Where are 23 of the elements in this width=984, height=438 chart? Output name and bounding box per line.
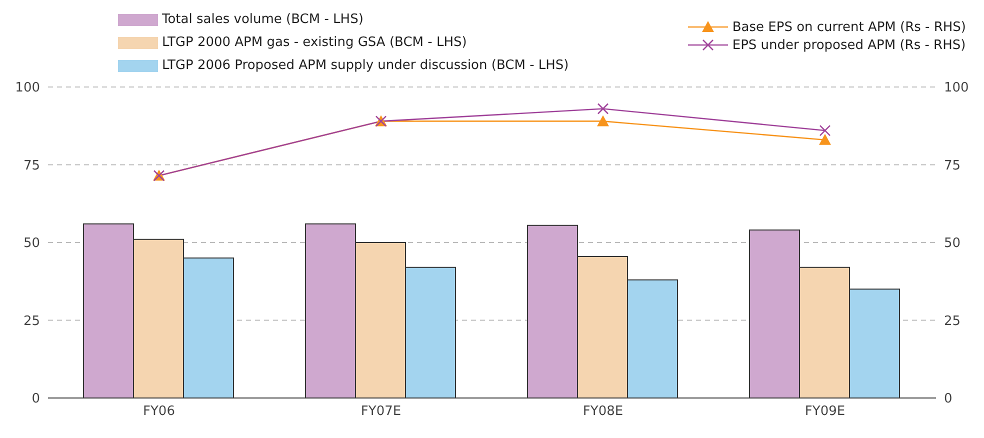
legend-label: Total sales volume (BCM - LHS) bbox=[162, 12, 364, 27]
x-tick-label: FY09E bbox=[804, 404, 846, 420]
point bbox=[597, 115, 609, 126]
x-tick-label: FY08E bbox=[582, 404, 624, 420]
y2-tick-label: 100 bbox=[944, 80, 969, 96]
x-tick-label: FY06 bbox=[143, 404, 175, 420]
legend-label: LTGP 2006 Proposed APM supply under discussion (BCM - LHS) bbox=[162, 58, 569, 73]
point bbox=[597, 103, 609, 114]
y2-tick-label: 25 bbox=[944, 314, 961, 329]
y-tick-label: 25 bbox=[23, 314, 40, 329]
y2-tick-label: 75 bbox=[944, 158, 961, 174]
point bbox=[819, 124, 831, 136]
y-tick-label: 100 bbox=[15, 80, 40, 96]
y2-tick-label: 50 bbox=[944, 236, 961, 252]
x-tick-label: FY07E bbox=[360, 404, 402, 420]
y-tick-label: 0 bbox=[32, 392, 40, 407]
y-tick-label: 50 bbox=[23, 236, 40, 252]
legend-label: Base EPS on current APM (Rs - RHS) bbox=[732, 20, 966, 34]
y2-tick-label: 0 bbox=[944, 392, 952, 407]
legend-label: LTGP 2000 APM gas - existing GSA (BCM - LHS) bbox=[162, 35, 467, 50]
point bbox=[819, 134, 831, 145]
legend-label: EPS under proposed APM (Rs - RHS) bbox=[732, 38, 966, 52]
y-tick-label: 75 bbox=[23, 158, 40, 174]
